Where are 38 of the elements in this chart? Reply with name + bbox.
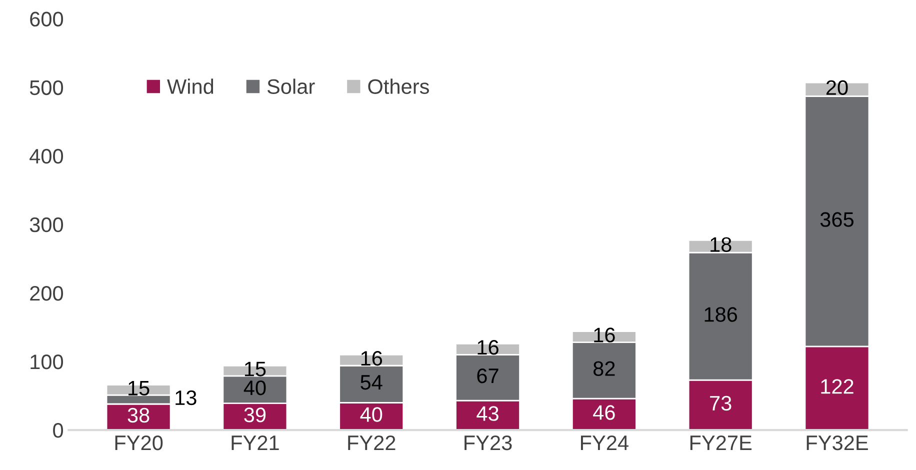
data-label: 13 (176, 390, 196, 406)
data-label: 40 (244, 380, 266, 396)
data-label: 18 (710, 237, 732, 252)
data-label: 43 (476, 406, 498, 421)
data-label: 15 (244, 362, 266, 376)
legend-label: Others (368, 78, 429, 94)
data-label: 82 (594, 361, 615, 376)
data-label: 54 (360, 375, 382, 390)
data-label: 39 (244, 408, 266, 422)
x-tick-label: FY27E (690, 435, 752, 450)
data-label: 15 (128, 381, 150, 396)
y-tick-label: 400 (30, 148, 64, 164)
y-tick-label: 200 (30, 286, 64, 301)
x-tick-label: FY23 (464, 435, 512, 450)
data-label: 16 (594, 328, 615, 342)
data-label: 40 (360, 407, 382, 422)
data-label: 73 (710, 396, 732, 411)
x-tick-label: FY24 (580, 435, 628, 450)
data-label: 16 (478, 340, 498, 355)
y-tick-label: 0 (53, 423, 64, 438)
x-tick-label: FY22 (348, 435, 396, 450)
data-label: 46 (593, 405, 615, 420)
data-label: 365 (820, 212, 854, 227)
y-tick-label: 100 (30, 354, 64, 370)
legend-label: Wind (167, 78, 214, 94)
data-label: 16 (361, 350, 382, 366)
data-label: 122 (821, 379, 854, 394)
y-tick-label: 300 (30, 217, 64, 232)
data-label: 186 (704, 307, 738, 322)
data-label: 38 (128, 408, 150, 423)
data-label: 67 (477, 368, 498, 384)
data-label: 20 (826, 80, 848, 95)
x-tick-label: FY32E (806, 435, 868, 450)
y-tick-label: 500 (30, 80, 64, 96)
x-tick-label: FY21 (232, 435, 279, 450)
y-tick-label: 600 (30, 12, 64, 27)
x-tick-label: FY20 (115, 435, 163, 450)
legend-label: Solar (267, 78, 315, 94)
